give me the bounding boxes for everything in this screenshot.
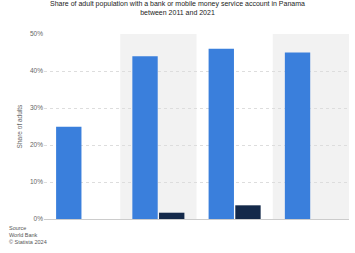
svg-text:SourceWorld Bank© Statista 202: SourceWorld Bank© Statista 2024 bbox=[9, 225, 47, 245]
svg-text:0%: 0% bbox=[34, 215, 44, 222]
svg-text:Share of adults: Share of adults bbox=[16, 104, 23, 148]
svg-text:50%: 50% bbox=[30, 30, 43, 37]
svg-text:30%: 30% bbox=[30, 104, 43, 111]
svg-text:Share of adult population with: Share of adult population with a bank or… bbox=[50, 0, 305, 16]
svg-text:10%: 10% bbox=[30, 178, 43, 185]
svg-text:20%: 20% bbox=[30, 141, 43, 148]
svg-text:40%: 40% bbox=[30, 67, 43, 74]
